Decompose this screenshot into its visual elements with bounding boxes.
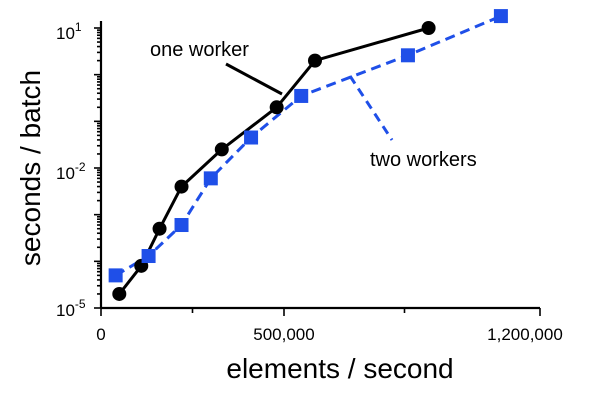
series-1-point-0 — [108, 268, 123, 283]
series-0-point-2 — [152, 221, 167, 236]
series-0-point-7 — [421, 21, 436, 35]
y-tick-label-bottom: 10-5 — [56, 297, 86, 320]
series-1-point-2 — [174, 218, 189, 233]
annotation-one-worker: one worker — [150, 39, 249, 61]
series-0-point-3 — [174, 179, 189, 194]
x-tick-label-0: 0 — [96, 325, 105, 344]
series-1-point-5 — [294, 88, 309, 103]
x-axis-title: elements / second — [226, 353, 453, 384]
y-axis-title: seconds / batch — [15, 70, 46, 266]
annotation-leader-one-worker — [225, 62, 283, 96]
x-tick-label-500000: 500,000 — [253, 325, 314, 344]
y-tick-label-top: 101 — [56, 20, 82, 43]
series-1-point-4 — [244, 130, 259, 145]
annotation-two-workers: two workers — [370, 149, 477, 171]
series-0-point-6 — [307, 53, 322, 68]
series-0-point-5 — [269, 100, 284, 115]
series-1-point-3 — [203, 171, 218, 186]
series-0-point-0 — [112, 286, 127, 301]
series-1-point-1 — [141, 249, 156, 264]
series-line-1 — [114, 14, 502, 277]
y-tick-label-mid: 10-2 — [56, 160, 86, 183]
series-1-point-7 — [493, 9, 508, 24]
series-layer — [108, 9, 508, 301]
series-1-point-6 — [400, 48, 415, 63]
x-tick-label-1200000: 1,200,000 — [487, 325, 563, 344]
axis-ticks — [94, 27, 541, 316]
series-0-point-4 — [214, 142, 229, 157]
annotation-leader-two-workers — [348, 75, 394, 141]
